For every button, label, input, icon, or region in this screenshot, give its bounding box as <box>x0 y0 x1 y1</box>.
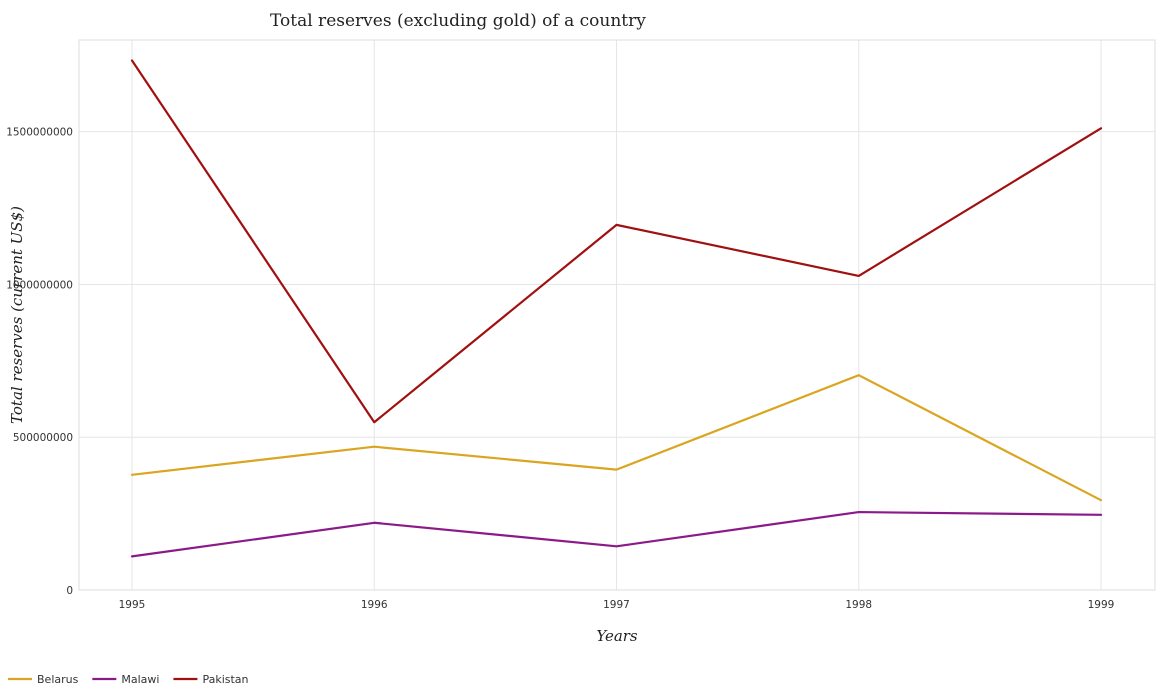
legend-label-belarus: Belarus <box>37 673 79 686</box>
grid <box>79 40 1155 591</box>
x-tick-label: 1996 <box>361 599 388 611</box>
series-line-malawi <box>130 510 1103 558</box>
y-axis-label: Total reserves (current US$) <box>8 206 26 424</box>
x-tick-label: 1997 <box>603 599 630 611</box>
y-tick-label: 500000000 <box>13 432 73 444</box>
x-axis: 1995 1996 1997 1998 1999 <box>119 599 1115 611</box>
x-tick-label: 1998 <box>845 599 872 611</box>
legend-label-malawi: Malawi <box>121 673 159 686</box>
x-tick-label: 1999 <box>1088 599 1115 611</box>
x-axis-label: Years <box>596 627 638 645</box>
y-axis: 0 500000000 1000000000 1500000000 <box>6 127 73 597</box>
legend-label-pakistan: Pakistan <box>202 673 248 686</box>
series-lines <box>130 59 1103 558</box>
series-line-belarus <box>130 374 1103 502</box>
y-tick-label: 1000000000 <box>6 279 73 291</box>
series-line-pakistan <box>130 59 1103 424</box>
y-tick-label: 1500000000 <box>6 127 73 139</box>
plot-frame <box>78 39 1156 591</box>
x-tick-label: 1995 <box>119 599 146 611</box>
legend: Belarus Malawi Pakistan <box>8 673 249 686</box>
y-tick-label: 0 <box>66 585 73 597</box>
chart-title: Total reserves (excluding gold) of a cou… <box>270 11 646 31</box>
